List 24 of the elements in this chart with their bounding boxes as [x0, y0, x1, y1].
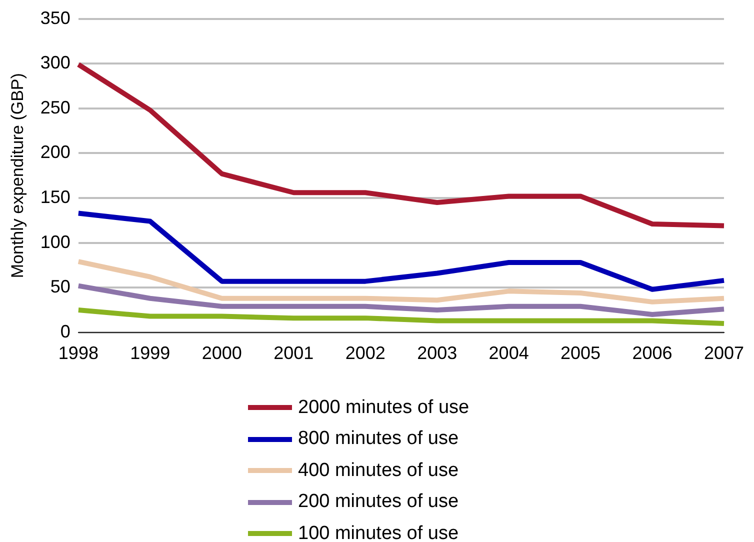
x-tick-label: 2003	[417, 343, 458, 364]
x-tick-label: 2002	[345, 343, 386, 364]
y-axis-title: Monthly expenditure (GBP)	[8, 73, 27, 278]
y-tick-label: 300	[40, 52, 70, 73]
legend-label: 200 minutes of use	[298, 491, 459, 514]
legend-label: 800 minutes of use	[298, 428, 459, 450]
y-tick-label: 200	[40, 142, 70, 162]
y-tick-label: 100	[40, 232, 70, 252]
y-tick-label: 150	[40, 186, 70, 207]
x-tick-label: 2006	[632, 343, 672, 364]
x-tick-label: 2001	[274, 343, 314, 364]
legend-label: 100 minutes of use	[298, 522, 459, 542]
legend-label: 2000 minutes of use	[298, 396, 470, 419]
y-tick-label: 350	[40, 8, 70, 28]
x-tick-label: 2000	[202, 343, 242, 364]
x-tick-label: 1999	[130, 343, 170, 364]
legend-label: 400 minutes of use	[298, 460, 459, 482]
x-tick-label: 2005	[560, 343, 601, 364]
y-tick-label: 0	[60, 321, 70, 342]
y-tick-label: 250	[40, 97, 70, 118]
x-tick-label: 2004	[488, 343, 529, 364]
x-tick-label: 2007	[704, 343, 744, 364]
y-tick-label: 50	[50, 276, 70, 297]
x-tick-label: 1998	[58, 343, 98, 364]
